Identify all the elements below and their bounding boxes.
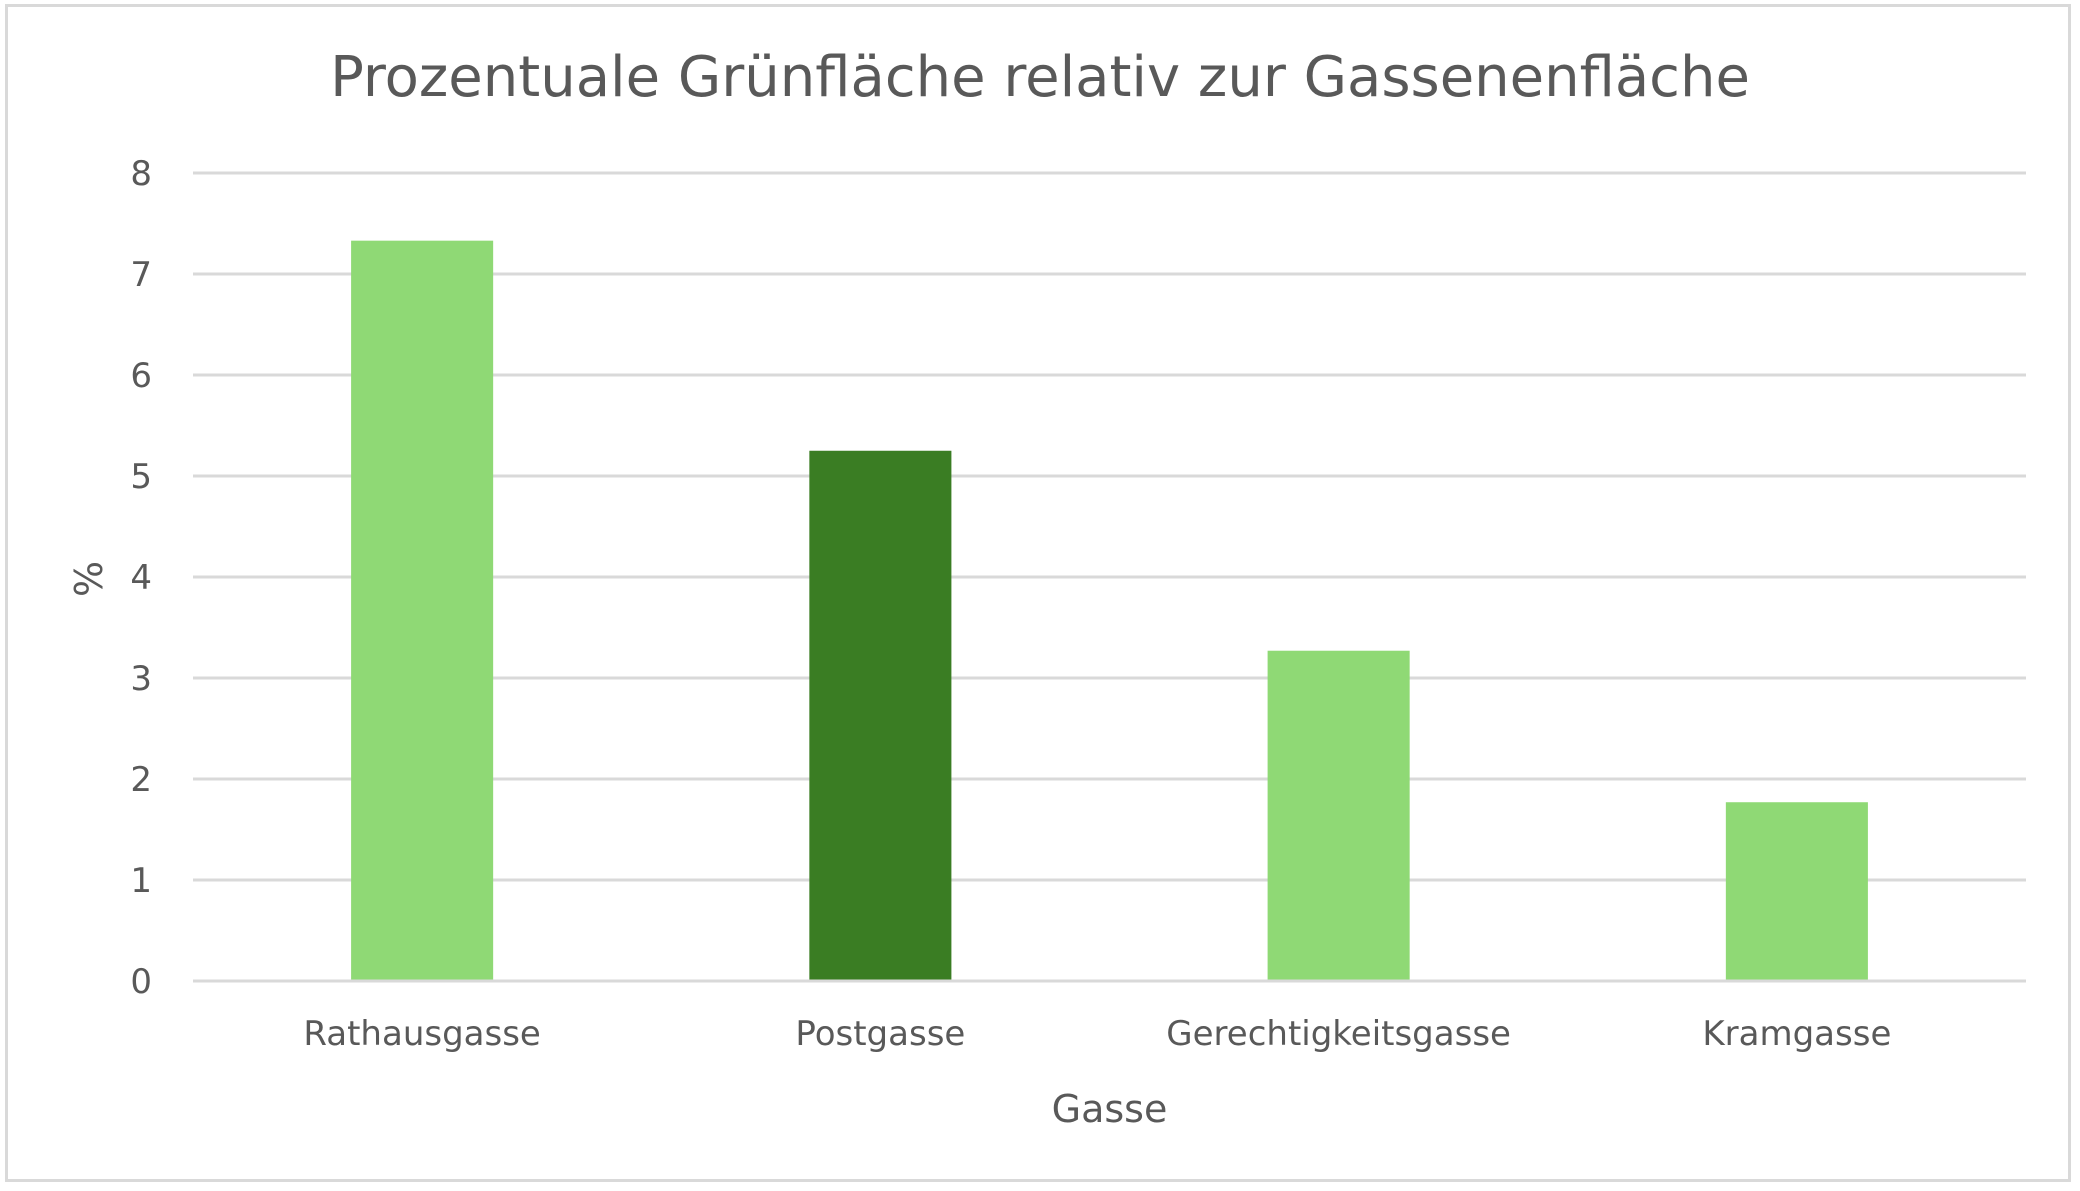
- chart-frame: [5, 4, 2071, 1182]
- x-tick-label: Rathausgasse: [303, 1014, 540, 1054]
- y-axis-title: %: [67, 561, 111, 597]
- x-tick-label: Postgasse: [795, 1014, 965, 1054]
- bar-gerechtigkeitsgasse: [1267, 650, 1410, 981]
- bar-postgasse: [809, 450, 952, 981]
- chart-title: Prozentuale Grünfläche relativ zur Gasse…: [330, 45, 1750, 110]
- y-tick-label: 4: [130, 558, 152, 598]
- y-tick-label: 6: [130, 356, 152, 396]
- y-tick-label: 1: [130, 861, 152, 901]
- x-axis-ticks: Rathausgasse Postgasse Gerechtigkeitsgasse…: [303, 1014, 1891, 1054]
- y-axis-ticks: 0 1 2 3 4 5 6 7 8: [130, 154, 152, 1002]
- y-tick-label: 0: [130, 962, 152, 1002]
- x-tick-label: Gerechtigkeitsgasse: [1166, 1014, 1511, 1054]
- gridlines: [193, 171, 2026, 882]
- bar-kramgasse: [1725, 802, 1868, 981]
- bars: [351, 240, 1868, 982]
- bar-rathausgasse: [351, 240, 494, 982]
- y-tick-label: 3: [130, 659, 152, 699]
- y-tick-label: 7: [130, 255, 152, 295]
- y-tick-label: 2: [130, 760, 152, 800]
- x-tick-label: Kramgasse: [1702, 1014, 1891, 1054]
- x-axis-title: Gasse: [1052, 1087, 1168, 1131]
- y-tick-label: 8: [130, 154, 152, 194]
- y-tick-label: 5: [130, 457, 152, 497]
